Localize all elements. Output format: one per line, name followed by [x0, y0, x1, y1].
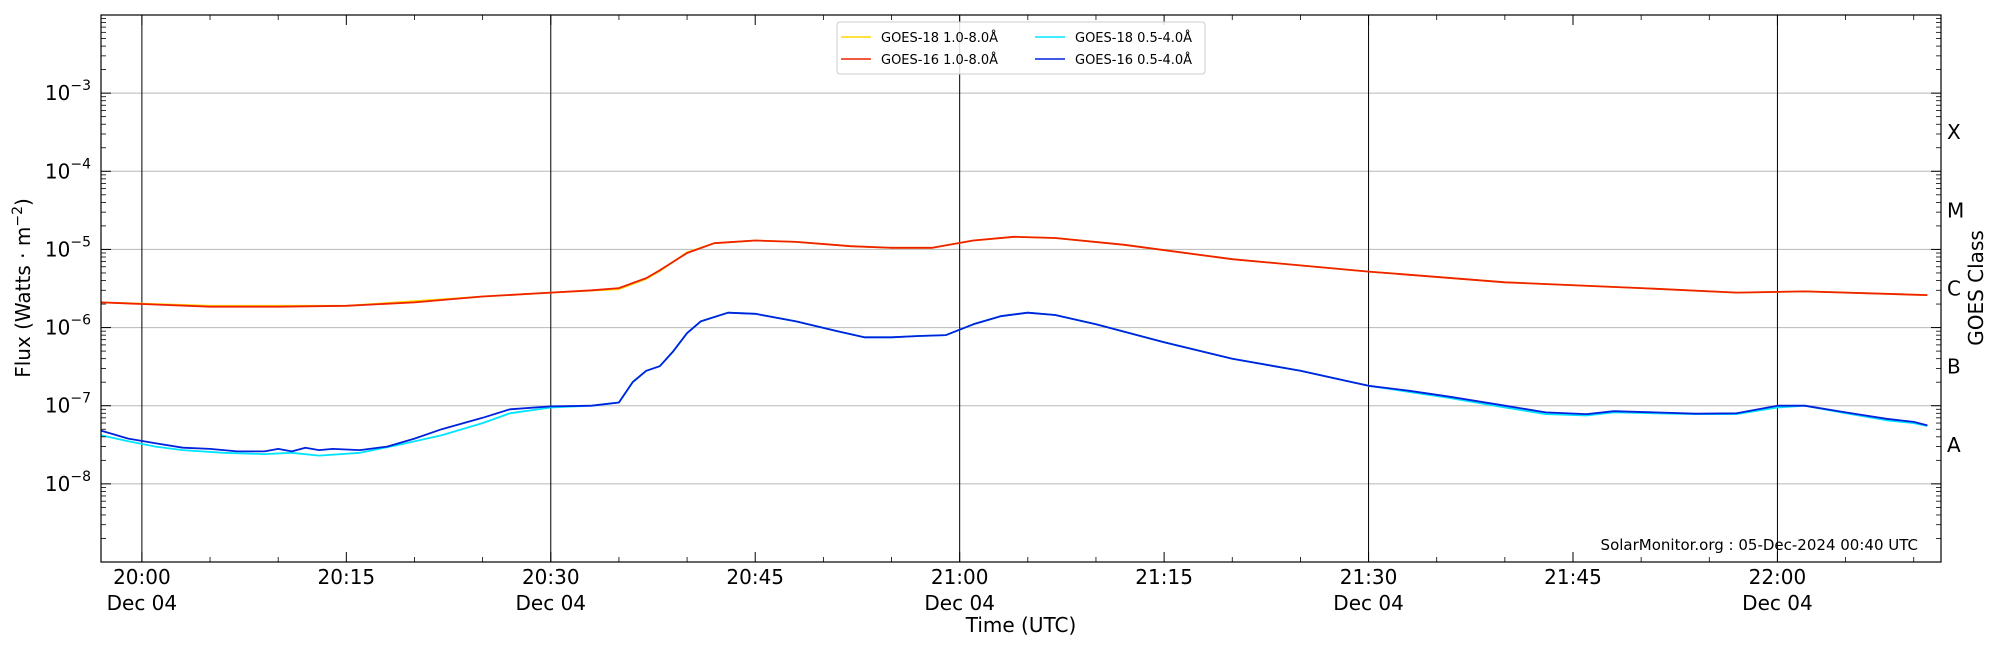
- y-tick-label: 10−6: [45, 313, 91, 340]
- y-axis-label-close: ): [11, 198, 35, 206]
- y-axis-label-exponent: −2: [10, 206, 26, 227]
- series-line-1: [100, 235, 1928, 308]
- x-tick-label: 21:00: [931, 565, 989, 589]
- x-tick-date-label: Dec 04: [1742, 591, 1813, 615]
- x-tick-label: 20:00: [113, 565, 171, 589]
- legend-label-goes18-long: GOES-18 1.0-8.0Å: [881, 30, 998, 46]
- goes-class-label: A: [1947, 433, 1961, 457]
- watermark-text: SolarMonitor.org : 05-Dec-2024 00:40 UTC: [1601, 536, 1918, 554]
- x-tick-label: 20:15: [318, 565, 376, 589]
- series-lines: [100, 235, 1928, 457]
- goes-class-label: B: [1947, 355, 1961, 379]
- legend-label-goes16-short: GOES-16 0.5-4.0Å: [1075, 52, 1192, 68]
- date-boundary-lines: [141, 15, 1778, 562]
- goes-class-label: X: [1947, 120, 1961, 144]
- goes-class-axis-label: GOES Class: [1964, 230, 1988, 346]
- x-tick-label: 21:45: [1544, 565, 1602, 589]
- x-axis-label: Time (UTC): [965, 613, 1077, 637]
- plot-frame: [100, 14, 1942, 563]
- grid: [101, 92, 1941, 485]
- goes-class-label: C: [1947, 277, 1961, 301]
- x-tick-label: 22:00: [1749, 565, 1807, 589]
- x-tick-label: 20:30: [522, 565, 580, 589]
- goes-class-label: M: [1947, 198, 1964, 222]
- y-axis-label-main: Flux (Watts · m: [11, 227, 35, 378]
- x-tick-date-label: Dec 04: [1333, 591, 1404, 615]
- x-tick-label: 21:30: [1340, 565, 1398, 589]
- x-tick-date-label: Dec 04: [924, 591, 995, 615]
- y-tick-label: 10−8: [45, 469, 91, 496]
- legend: GOES-18 1.0-8.0Å GOES-16 1.0-8.0Å GOES-1…: [836, 21, 1206, 75]
- y-axis-label: Flux (Watts · m−2): [10, 198, 35, 378]
- x-tick-date-label: Dec 04: [107, 591, 178, 615]
- legend-box: [836, 21, 1206, 75]
- legend-label-goes18-short: GOES-18 0.5-4.0Å: [1075, 30, 1192, 46]
- series-line-3: [100, 311, 1928, 453]
- y-tick-label: 10−5: [45, 234, 91, 261]
- y-tick-label: 10−4: [45, 156, 91, 183]
- x-tick-label: 21:15: [1135, 565, 1193, 589]
- x-tick-date-label: Dec 04: [516, 591, 587, 615]
- x-tick-label: 20:45: [726, 565, 784, 589]
- legend-label-goes16-long: GOES-16 1.0-8.0Å: [881, 52, 998, 68]
- y-tick-label: 10−3: [45, 78, 91, 105]
- y-tick-label: 10−7: [45, 391, 91, 418]
